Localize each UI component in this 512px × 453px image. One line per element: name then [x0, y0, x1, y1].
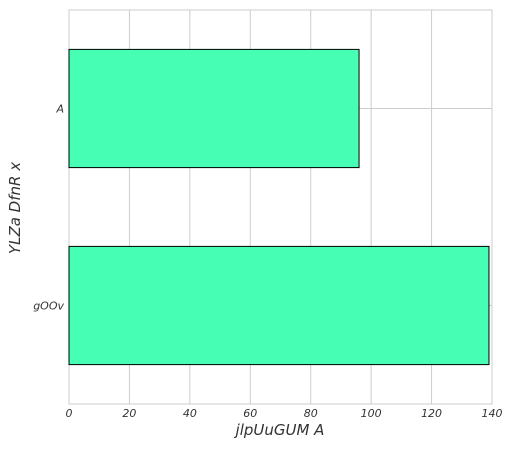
x-tick-label: 0	[66, 407, 73, 420]
x-tick-label: 100	[361, 407, 382, 420]
x-tick-label: 40	[183, 407, 197, 420]
x-tick-label: 120	[421, 407, 442, 420]
x-tick-label: 80	[304, 407, 318, 420]
bars	[68, 48, 490, 366]
y-tick-label: gOOv	[33, 300, 64, 313]
bar-gOOv	[68, 245, 490, 366]
x-tick-label: 20	[122, 407, 136, 420]
y-tick-label: A	[55, 103, 64, 116]
x-tick-labels: 0 20 40 60 80 100 120 140	[66, 407, 503, 420]
y-axis-label: YLZa DfnR x	[6, 162, 24, 254]
x-axis-label: jlpUuGUM A	[234, 421, 325, 439]
x-tick-label: 60	[243, 407, 257, 420]
x-tick-label: 140	[482, 407, 503, 420]
bar-A	[68, 48, 360, 169]
